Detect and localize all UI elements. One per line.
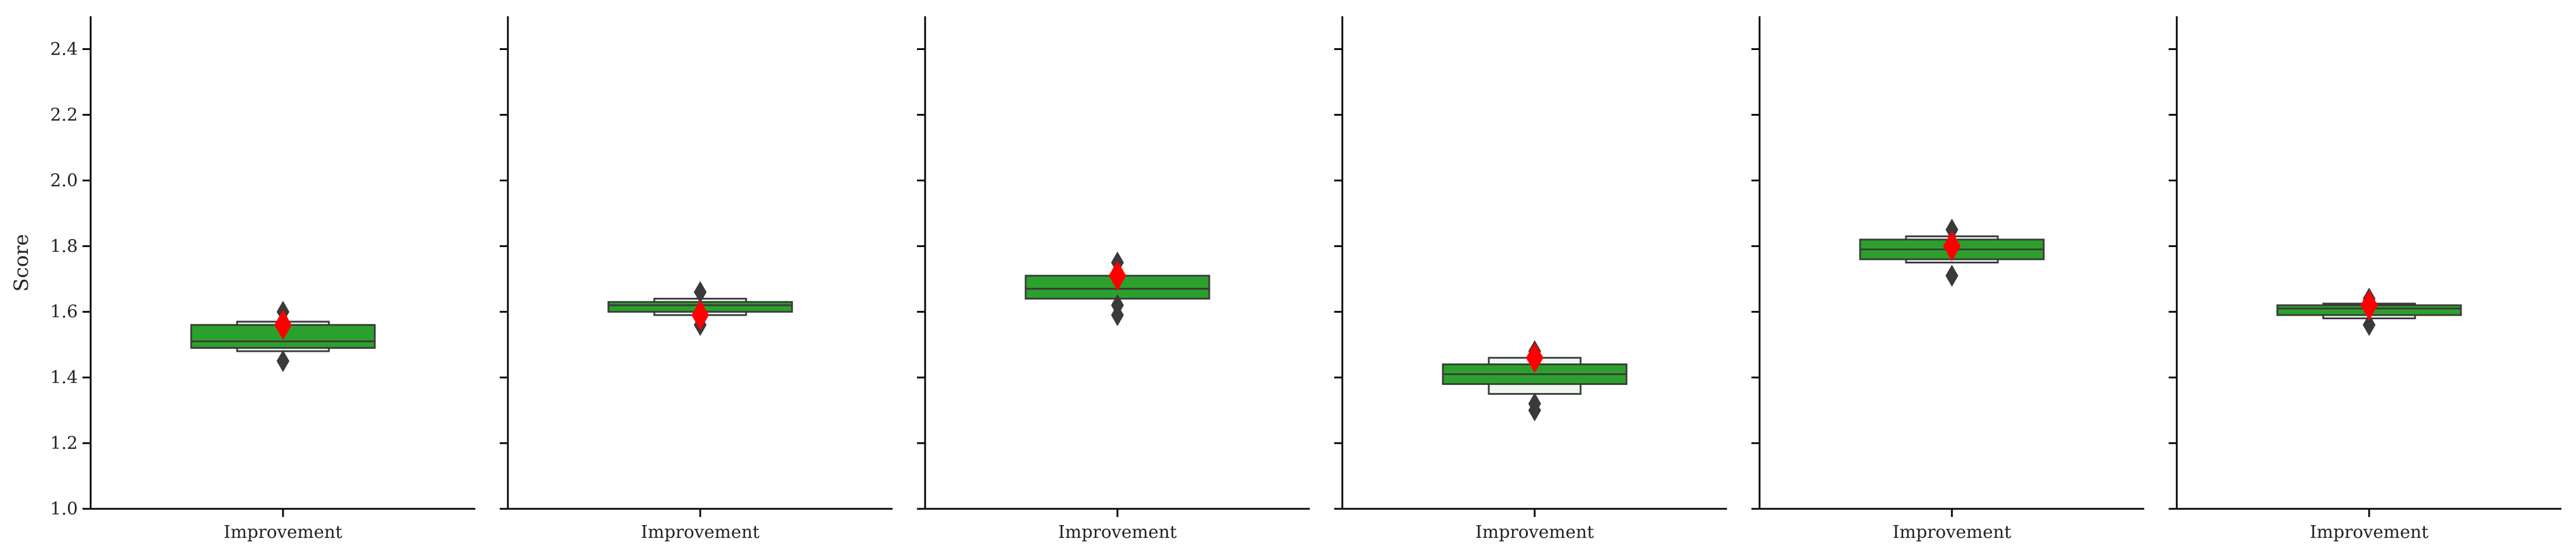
mean-marker (1526, 343, 1543, 373)
panel-3: Improvement (917, 16, 1310, 543)
outlier-point (2363, 313, 2376, 336)
x-tick-label: Improvement (1058, 522, 1177, 543)
y-tick-label: 1.0 (50, 499, 78, 519)
outlier-point (694, 281, 707, 304)
mean-marker (274, 309, 292, 340)
panel-5: Improvement (1751, 16, 2144, 543)
mean-marker (692, 299, 709, 330)
outlier-point (1946, 265, 1958, 287)
outlier-point (277, 349, 289, 372)
y-tick-label: 2.0 (50, 170, 78, 191)
y-tick-label: 2.2 (50, 105, 78, 125)
x-tick-label: Improvement (641, 522, 759, 543)
y-axis-label: Score (10, 234, 33, 291)
outlier-point (1111, 294, 1124, 316)
panel-2: Improvement (500, 16, 893, 543)
y-tick-label: 2.4 (50, 39, 78, 59)
facet-panels: 1.0 1.2 1.4 1.6 1.8 2.0 2.2 2.4 Improvement Impro… (50, 16, 2561, 543)
outlier-point (1946, 219, 1958, 241)
y-tick-label: 1.2 (50, 433, 78, 454)
panel-1: 1.0 1.2 1.4 1.6 1.8 2.0 2.2 2.4 Improvement (50, 16, 475, 543)
x-tick-label: Improvement (224, 522, 342, 543)
mean-marker (2360, 290, 2378, 320)
y-tick-label: 1.8 (50, 236, 78, 256)
x-tick-label: Improvement (1893, 522, 2011, 543)
panel-6: Improvement (2169, 16, 2561, 543)
outlier-point (1528, 393, 1541, 415)
mean-marker (1109, 261, 1126, 291)
x-tick-label: Improvement (2310, 522, 2428, 543)
x-tick-label: Improvement (1475, 522, 1594, 543)
y-tick-label: 1.4 (50, 368, 78, 388)
mean-marker (1943, 231, 1961, 262)
panel-4: Improvement (1334, 16, 1727, 543)
y-tick-label: 1.6 (50, 302, 78, 322)
